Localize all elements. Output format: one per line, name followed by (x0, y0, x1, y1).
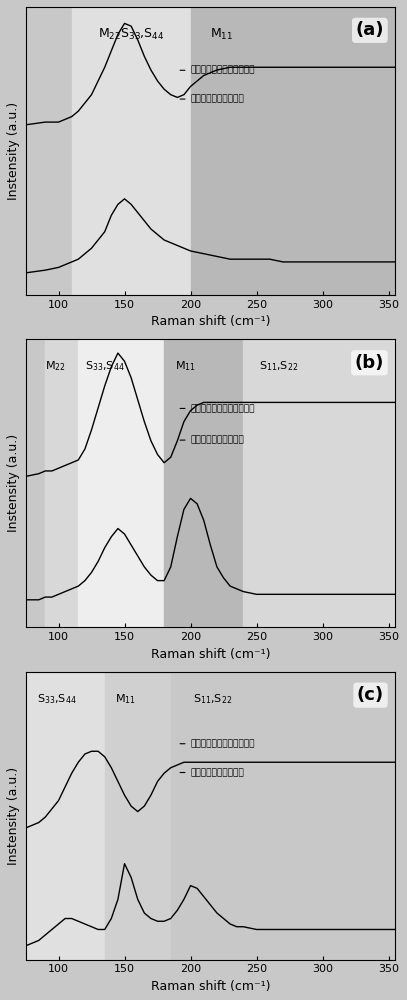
Bar (105, 672, 171, 960)
Text: (a): (a) (356, 21, 384, 39)
Bar (72, 7, 190, 295)
Text: 半导体性单层碑纳米管样品: 半导体性单层碑纳米管样品 (180, 404, 255, 413)
Bar (164, 339, 243, 627)
Text: M$_{22}$: M$_{22}$ (45, 360, 66, 373)
X-axis label: Raman shift (cm⁻¹): Raman shift (cm⁻¹) (151, 648, 270, 661)
Text: M$_{22}$S$_{33}$,S$_{44}$: M$_{22}$S$_{33}$,S$_{44}$ (98, 27, 165, 42)
Bar (190, 7, 395, 295)
Y-axis label: Instensity (a.u.): Instensity (a.u.) (7, 434, 20, 532)
Y-axis label: Instensity (a.u.): Instensity (a.u.) (7, 767, 20, 865)
Text: 普通单层碑纳米管样品: 普通单层碑纳米管样品 (180, 95, 244, 104)
Bar (26, 672, 105, 960)
Bar (171, 672, 395, 960)
Text: M$_{11}$: M$_{11}$ (210, 27, 234, 42)
Y-axis label: Instensity (a.u.): Instensity (a.u.) (7, 102, 20, 200)
Text: 半导体性单层碑纳米管样品: 半导体性单层碑纳米管样品 (180, 739, 255, 748)
Bar (45, 339, 78, 627)
Text: S$_{33}$,S$_{44}$: S$_{33}$,S$_{44}$ (85, 360, 125, 373)
X-axis label: Raman shift (cm⁻¹): Raman shift (cm⁻¹) (151, 315, 270, 328)
Text: S$_{11}$,S$_{22}$: S$_{11}$,S$_{22}$ (259, 360, 298, 373)
Text: (b): (b) (355, 354, 384, 372)
Text: 半导体性单层碑纳米管样品: 半导体性单层碑纳米管样品 (180, 66, 255, 75)
Text: 普通单层碑纳米管样品: 普通单层碑纳米管样品 (180, 436, 244, 445)
Text: (c): (c) (357, 686, 384, 704)
Text: M$_{11}$: M$_{11}$ (115, 692, 136, 706)
Text: S$_{11}$,S$_{22}$: S$_{11}$,S$_{22}$ (193, 692, 232, 706)
Bar (243, 339, 395, 627)
Text: M$_{11}$: M$_{11}$ (175, 360, 196, 373)
Text: S$_{33}$,S$_{44}$: S$_{33}$,S$_{44}$ (37, 692, 77, 706)
Text: 普通单层碑纳米管样品: 普通单层碑纳米管样品 (180, 768, 244, 777)
Bar (78, 339, 164, 627)
X-axis label: Raman shift (cm⁻¹): Raman shift (cm⁻¹) (151, 980, 270, 993)
